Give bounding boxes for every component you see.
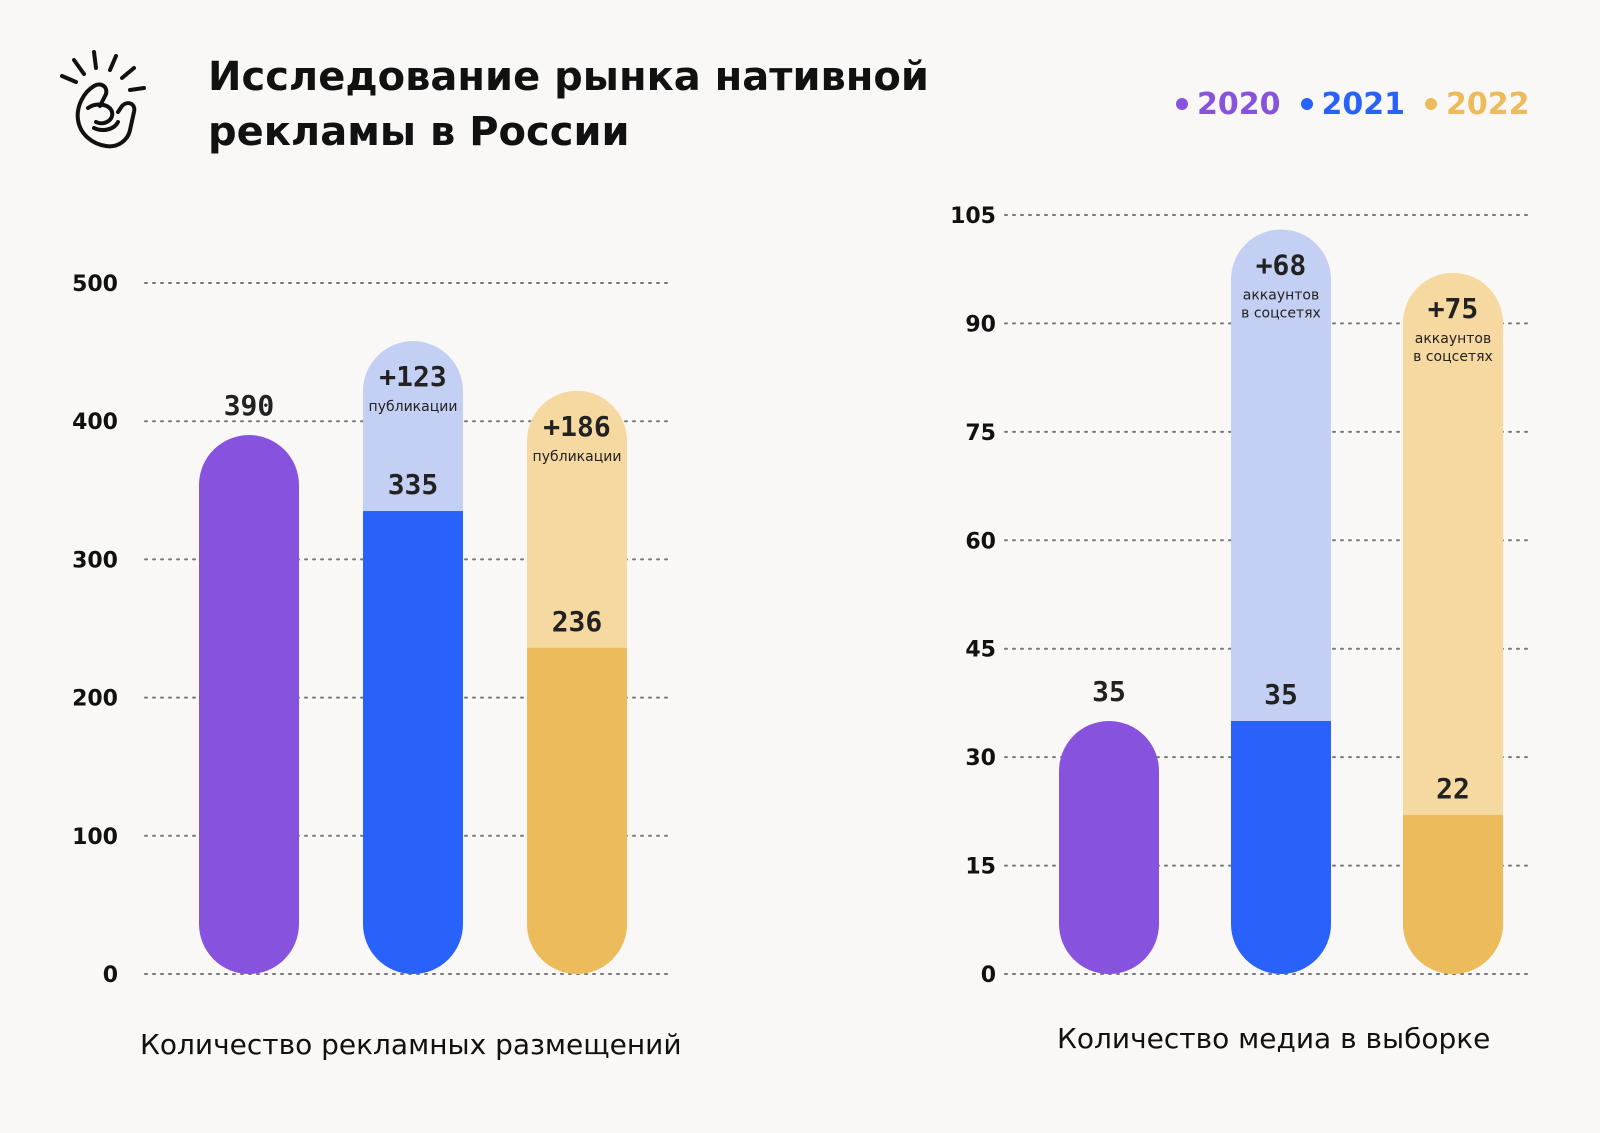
title-line-2: рекламы в России xyxy=(208,109,630,155)
delta-label-2022: +186 xyxy=(543,410,610,443)
bar-base-2022 xyxy=(527,647,627,974)
bar-base-2021 xyxy=(363,511,463,974)
bar-2022 xyxy=(527,390,627,974)
y-tick-label: 100 xyxy=(72,825,118,850)
delta-note-2021: публикации xyxy=(369,399,458,415)
legend-item-2021: 2021 xyxy=(1300,86,1406,122)
media-chart-caption: Количество медиа в выборке xyxy=(1057,1022,1491,1055)
bar-2021 xyxy=(363,341,463,974)
legend-dot-2021 xyxy=(1300,98,1313,110)
delta-note-2021: в соцсетях xyxy=(1241,305,1321,321)
legend-item-2020: 2020 xyxy=(1176,87,1281,122)
y-tick-label: 15 xyxy=(965,855,996,880)
bar-2022 xyxy=(1403,272,1503,974)
delta-label-2022: +75 xyxy=(1428,292,1479,325)
delta-label-2021: +68 xyxy=(1256,248,1307,281)
value-label-2022: 236 xyxy=(552,605,603,638)
y-tick-label: 500 xyxy=(72,272,118,297)
delta-note-2022: аккаунтов xyxy=(1415,331,1491,347)
y-tick-label: 400 xyxy=(72,410,118,435)
delta-label-2021: +123 xyxy=(379,360,446,393)
y-tick-label: 300 xyxy=(72,548,118,573)
legend: 2020 2021 2022 xyxy=(1176,84,1530,124)
title-line-1: Исследование рынка нативной xyxy=(208,54,929,100)
value-label-2021: 35 xyxy=(1264,678,1298,711)
legend-label-2021: 2021 xyxy=(1321,86,1406,122)
legend-dot-2020 xyxy=(1176,98,1188,110)
bar-2020 xyxy=(1059,721,1159,974)
legend-label-2020: 2020 xyxy=(1197,86,1281,122)
value-label-2020: 35 xyxy=(1092,675,1126,708)
bar-2020 xyxy=(199,435,299,974)
legend-item-2022: 2022 xyxy=(1425,87,1530,122)
y-tick-label: 30 xyxy=(965,746,996,771)
placements-chart-caption: Количество рекламных размещений xyxy=(140,1028,682,1061)
bar-2021 xyxy=(1231,229,1331,974)
value-label-2021: 335 xyxy=(388,468,439,501)
y-tick-label: 75 xyxy=(965,421,996,446)
value-label-2022: 22 xyxy=(1436,772,1470,805)
delta-note-2022: в соцсетях xyxy=(1413,349,1493,365)
delta-note-2022: публикации xyxy=(533,449,622,465)
y-tick-label: 60 xyxy=(965,529,996,554)
value-label-2020: 390 xyxy=(224,389,275,422)
bar-base-2020 xyxy=(1059,721,1159,974)
legend-dot-2022 xyxy=(1425,98,1437,110)
snapping-hand-icon xyxy=(60,50,146,149)
y-tick-label: 45 xyxy=(965,638,996,663)
bar-base-2020 xyxy=(199,435,299,974)
bar-base-2021 xyxy=(1231,721,1331,974)
y-tick-label: 0 xyxy=(103,963,118,988)
y-tick-label: 105 xyxy=(950,204,996,229)
page-title: Исследование рынка нативной рекламы в Ро… xyxy=(208,50,968,160)
y-tick-label: 0 xyxy=(981,963,996,988)
y-tick-label: 200 xyxy=(72,687,118,712)
delta-note-2021: аккаунтов xyxy=(1243,287,1319,303)
bar-base-2022 xyxy=(1403,814,1503,974)
legend-label-2022: 2022 xyxy=(1446,86,1530,122)
y-tick-label: 90 xyxy=(965,312,996,337)
